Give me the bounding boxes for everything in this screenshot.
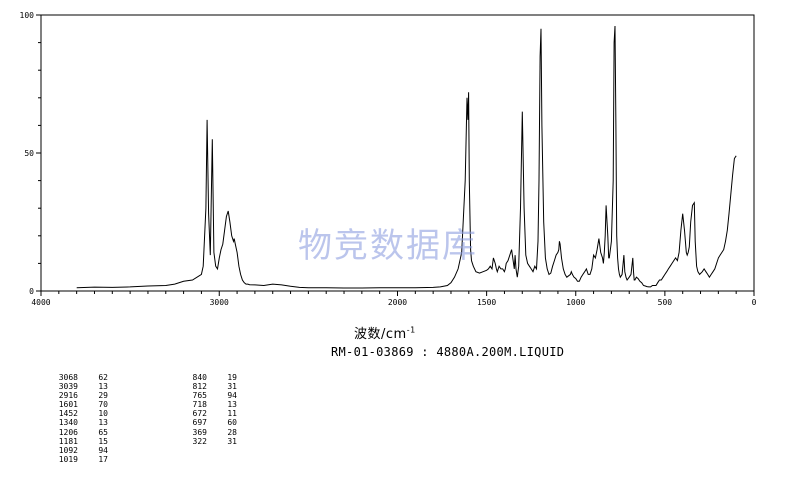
y-tick-label: 0 (29, 287, 34, 296)
spectrum-chart: 4000 3000 2000 1500 1000 500 0 0 50 100 (20, 11, 757, 307)
peak-intensity: 31 (227, 382, 237, 392)
peak-wavenumber: 1181 (58, 436, 78, 446)
peak-intensity: 17 (98, 454, 108, 464)
peak-row: 1181 15 (42, 437, 108, 446)
peak-wavenumber: 812 (192, 382, 207, 392)
peak-row: 1019 17 (42, 455, 108, 464)
peak-intensity: 13 (98, 382, 108, 392)
peak-intensity: 13 (227, 400, 237, 410)
peak-row: 2916 29 (42, 391, 108, 400)
peak-row: 322 31 (171, 437, 237, 446)
x-tick-label: 4000 (31, 298, 50, 307)
watermark: 物竞数据库 (298, 226, 478, 266)
peak-row: 697 60 (171, 418, 237, 427)
peak-wavenumber: 1601 (58, 400, 78, 410)
x-tick-label: 3000 (210, 298, 229, 307)
peak-intensity: 31 (227, 436, 237, 446)
peak-wavenumber: 369 (192, 427, 207, 437)
peak-wavenumber: 322 (192, 436, 207, 446)
peak-row: 369 28 (171, 428, 237, 437)
peak-row: 1340 13 (42, 418, 108, 427)
peak-table-column-2: 840 19 812 31 765 94 718 13 672 11 697 60 369 28 322 31 (171, 373, 237, 446)
peak-wavenumber: 2916 (58, 391, 78, 401)
peak-intensity: 60 (227, 418, 237, 428)
peak-row: 1092 94 (42, 446, 108, 455)
peak-intensity: 28 (227, 427, 237, 437)
peak-row: 3039 13 (42, 382, 108, 391)
peak-intensity: 13 (98, 418, 108, 428)
y-tick-label: 100 (20, 11, 35, 20)
peak-intensity: 94 (98, 445, 108, 455)
peak-intensity: 70 (98, 400, 108, 410)
peak-wavenumber: 1019 (58, 454, 78, 464)
peak-row: 812 31 (171, 382, 237, 391)
peak-row: 718 13 (171, 400, 237, 409)
x-tick-label: 0 (752, 298, 757, 307)
peak-intensity: 10 (98, 409, 108, 419)
peak-wavenumber: 1206 (58, 427, 78, 437)
peak-row: 1601 70 (42, 400, 108, 409)
x-axis-label: 波数/cm-1 (354, 325, 416, 342)
peak-wavenumber: 840 (192, 373, 207, 382)
peak-wavenumber: 697 (192, 418, 207, 428)
peak-intensity: 65 (98, 427, 108, 437)
peak-wavenumber: 1452 (58, 409, 78, 419)
peak-intensity: 11 (227, 409, 237, 419)
x-tick-label: 500 (658, 298, 673, 307)
peak-intensity: 15 (98, 436, 108, 446)
peak-row: 3068 62 (42, 373, 108, 382)
peak-wavenumber: 765 (192, 391, 207, 401)
x-tick-label: 1000 (566, 298, 585, 307)
x-tick-label: 1500 (477, 298, 496, 307)
sample-info: RM-01-03869 : 4880A.200M.LIQUID (331, 345, 565, 359)
peak-wavenumber: 3039 (58, 382, 78, 392)
peak-wavenumber: 672 (192, 409, 207, 419)
ticks (36, 14, 755, 296)
tick-labels: 4000 3000 2000 1500 1000 500 0 0 50 100 (20, 11, 757, 307)
peak-table-column-1: 3068 62 3039 13 2916 29 1601 70 1452 10 1340 13 1206… (42, 373, 108, 464)
x-tick-label: 2000 (388, 298, 407, 307)
spectrum-line (76, 25, 737, 289)
y-tick-label: 50 (24, 149, 34, 158)
peak-intensity: 29 (98, 391, 108, 401)
peak-wavenumber: 1340 (58, 418, 78, 428)
peak-wavenumber: 3068 (58, 373, 78, 382)
peak-intensity: 62 (98, 373, 108, 382)
peak-row: 1452 10 (42, 409, 108, 418)
peak-row: 1206 65 (42, 428, 108, 437)
peak-wavenumber: 1092 (58, 445, 78, 455)
peak-row: 840 19 (171, 373, 237, 382)
peak-intensity: 19 (227, 373, 237, 382)
peak-intensity: 94 (227, 391, 237, 401)
peak-wavenumber: 718 (192, 400, 207, 410)
peak-row: 765 94 (171, 391, 237, 400)
peak-row: 672 11 (171, 409, 237, 418)
